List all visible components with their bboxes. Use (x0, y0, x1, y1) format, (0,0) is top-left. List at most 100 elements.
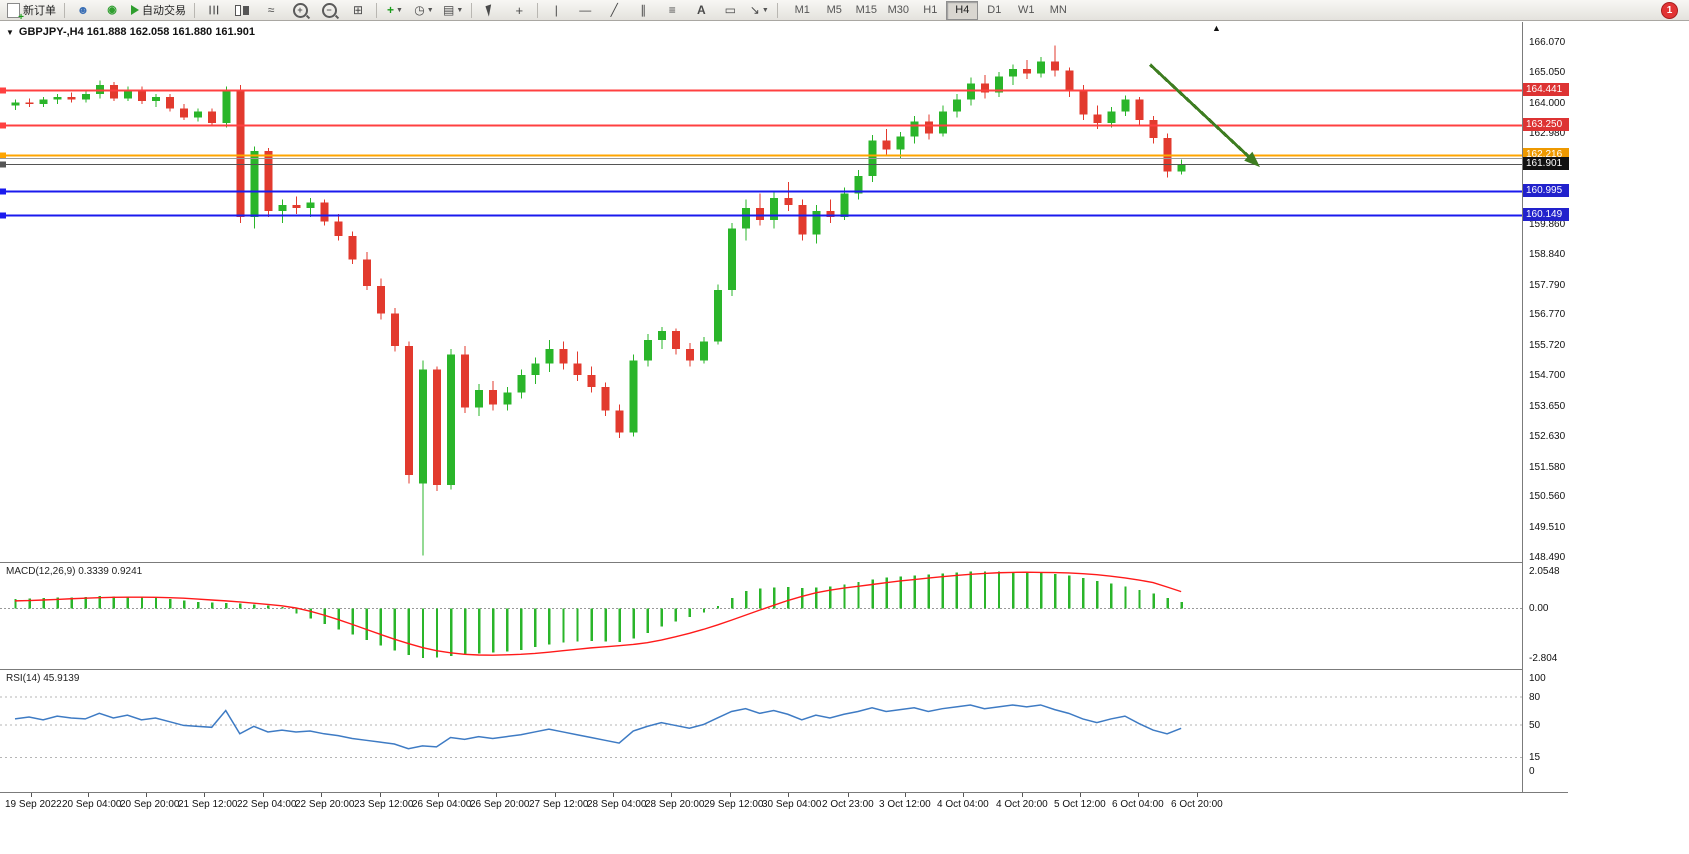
new-order-icon (7, 2, 24, 22)
text-icon: A (696, 3, 706, 17)
zoom-in-button[interactable]: + (286, 0, 314, 20)
line-left-marker (0, 152, 6, 159)
line-left-marker (0, 212, 6, 219)
symbol-ohlc-text: GBPJPY-,H4 161.888 162.058 161.880 161.9… (18, 26, 255, 38)
macd-panel[interactable] (0, 563, 1522, 669)
clock-icon: ◷ (414, 3, 425, 17)
time-label: 29 Sep 12:00 (704, 799, 764, 810)
tf-button-M5[interactable]: M5 (826, 4, 842, 16)
fibonacci-icon: ≡ (668, 3, 676, 17)
fibonacci-tool-button[interactable]: ≡ (658, 0, 686, 20)
rsi-scale-label: 100 (1529, 673, 1546, 684)
notification-badge[interactable]: 1 (1661, 1, 1678, 19)
price-badge: 160.995 (1523, 183, 1569, 197)
text-label-tool-button[interactable]: ▭ (716, 0, 744, 20)
time-label: 6 Oct 04:00 (1112, 799, 1164, 810)
horizontal-line-tool-button[interactable]: — (571, 0, 599, 20)
price-scale[interactable]: 166.070 165.050 164.000 162.980 159.860 158.8… (1522, 22, 1589, 792)
tf-button-MN[interactable]: MN (1049, 4, 1067, 16)
trend-arrow[interactable] (1148, 63, 1254, 162)
time-tick (88, 793, 89, 797)
tf-button-W1[interactable]: W1 (1018, 4, 1035, 16)
toolbar-separator (376, 2, 377, 18)
person-icon: ☻ (76, 3, 90, 17)
time-tick (496, 793, 497, 797)
time-label: 2 Oct 23:00 (822, 799, 874, 810)
indicators-button[interactable]: + ▼ (381, 0, 409, 20)
time-label: 23 Sep 12:00 (354, 799, 414, 810)
crosshair-icon: + (515, 2, 524, 18)
time-axis[interactable]: 19 Sep 2022 20 Sep 04:00 20 Sep 20:00 21 Se… (0, 792, 1568, 815)
crosshair-tool-button[interactable]: + (505, 0, 533, 20)
time-tick (1197, 793, 1198, 797)
text-label-icon: ▭ (724, 3, 736, 17)
chevron-down-icon: ▼ (396, 6, 403, 14)
time-label: 3 Oct 12:00 (879, 799, 931, 810)
new-order-label: 新订单 (23, 5, 56, 17)
speaker-icon: ◉ (107, 3, 117, 16)
templates-button[interactable]: ▤ ▼ (439, 0, 467, 20)
vertical-line-tool-button[interactable]: | (542, 0, 570, 20)
chart-quote-label: ▼ GBPJPY-,H4 161.888 162.058 161.880 161… (6, 26, 255, 38)
macd-scale-label: 0.00 (1529, 603, 1549, 614)
autotrade-play-icon (131, 5, 139, 15)
price-badge: 160.149 (1523, 208, 1569, 222)
line-chart-icon: ≈ (267, 3, 275, 17)
tf-button-D1[interactable]: D1 (987, 4, 1002, 16)
rsi-label: RSI(14) 45.9139 (6, 673, 80, 684)
contacts-button[interactable]: ☻ (69, 0, 97, 20)
line-chart-type-button[interactable]: ≈ (257, 0, 285, 20)
panel-divider[interactable] (0, 669, 1568, 670)
time-label: 4 Oct 04:00 (937, 799, 989, 810)
tf-button-H4[interactable]: H4 (946, 0, 979, 20)
cursor-tool-button[interactable] (476, 0, 504, 20)
price-badge: 161.901 (1523, 157, 1569, 171)
price-badge: 164.441 (1523, 82, 1569, 96)
tile-windows-button[interactable]: ⊞ (344, 0, 372, 20)
sounds-button[interactable]: ◉ (98, 0, 126, 20)
tf-button-M1[interactable]: M1 (794, 4, 810, 16)
auto-trading-button[interactable]: 自动交易 (127, 0, 190, 20)
text-tool-button[interactable]: A (687, 0, 715, 20)
rsi-scale-label: 50 (1529, 719, 1541, 731)
time-tick (1080, 793, 1081, 797)
line-left-marker (0, 122, 6, 129)
chevron-down-icon: ▼ (426, 6, 434, 14)
channel-tool-button[interactable]: ∥ (629, 0, 657, 20)
horizontal-line-icon: — (579, 3, 592, 17)
price-label: 151.580 (1529, 461, 1566, 473)
new-order-button[interactable]: 新订单 (3, 0, 60, 22)
tf-button-M15[interactable]: M15 (855, 4, 877, 16)
time-label: 28 Sep 20:00 (645, 799, 705, 810)
price-label: 152.630 (1529, 430, 1566, 442)
time-tick (905, 793, 906, 797)
macd-label: MACD(12,26,9) 0.3339 0.9241 (6, 566, 143, 577)
periods-button[interactable]: ◷ ▼ (410, 0, 438, 20)
price-badge: 163.250 (1523, 117, 1569, 131)
time-tick (204, 793, 205, 797)
price-label: 162.980 (1529, 127, 1566, 139)
line-left-marker (0, 188, 6, 195)
vertical-line-icon: | (554, 3, 558, 17)
time-label: 27 Sep 12:00 (529, 799, 589, 810)
rsi-panel[interactable] (0, 670, 1522, 792)
time-tick (31, 793, 32, 797)
tf-button-M30[interactable]: M30 (887, 4, 909, 16)
arrows-tool-button[interactable]: ↘ ▼ (745, 0, 773, 20)
rsi-scale-label: 15 (1529, 752, 1541, 764)
collapse-quote-icon[interactable]: ▼ (6, 27, 14, 37)
candlestick-type-button[interactable] (228, 0, 256, 20)
trendline-tool-button[interactable]: ╱ (600, 0, 628, 20)
arrow-tool-icon: ↘ (749, 3, 760, 17)
price-chart[interactable] (0, 22, 1522, 562)
timeframe-toolbar: M1 M5 M15 M30 H1 H4 D1 W1 MN (786, 0, 1074, 20)
time-tick (263, 793, 264, 797)
panel-divider[interactable] (0, 562, 1568, 563)
bar-chart-type-button[interactable]: ☰ (199, 0, 227, 20)
price-label: 155.720 (1529, 340, 1566, 352)
zoom-out-button[interactable]: − (315, 0, 343, 20)
time-label: 20 Sep 04:00 (62, 799, 122, 810)
tf-button-H1[interactable]: H1 (923, 4, 938, 16)
time-tick (146, 793, 147, 797)
chart-shift-marker[interactable]: ▲ (1212, 23, 1221, 33)
